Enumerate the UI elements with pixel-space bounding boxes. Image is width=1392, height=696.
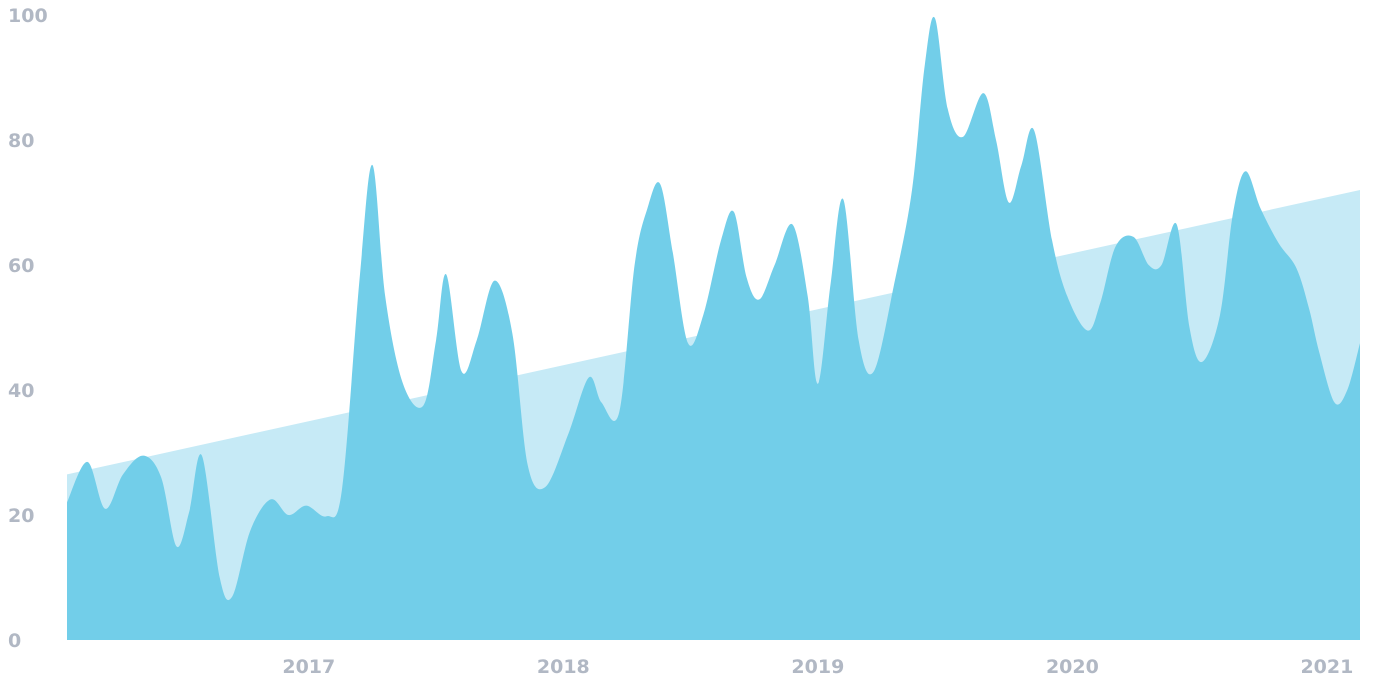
x-tick-label: 2021 — [1300, 656, 1353, 678]
series-layer — [67, 16, 1360, 641]
x-tick-label: 2019 — [791, 656, 844, 678]
y-tick-label: 100 — [8, 5, 48, 27]
y-tick-label: 0 — [8, 630, 21, 652]
x-tick-label: 2020 — [1046, 656, 1099, 678]
y-tick-label: 40 — [8, 380, 34, 402]
x-axis: 2017 2018 2019 2020 2021 — [282, 656, 1353, 678]
y-tick-label: 80 — [8, 130, 34, 152]
x-tick-label: 2018 — [537, 656, 590, 678]
y-tick-label: 60 — [8, 255, 34, 277]
x-tick-label: 2017 — [282, 656, 335, 678]
y-tick-label: 20 — [8, 505, 34, 527]
y-axis: 0 20 40 60 80 100 — [8, 5, 48, 652]
series-area — [67, 16, 1360, 641]
